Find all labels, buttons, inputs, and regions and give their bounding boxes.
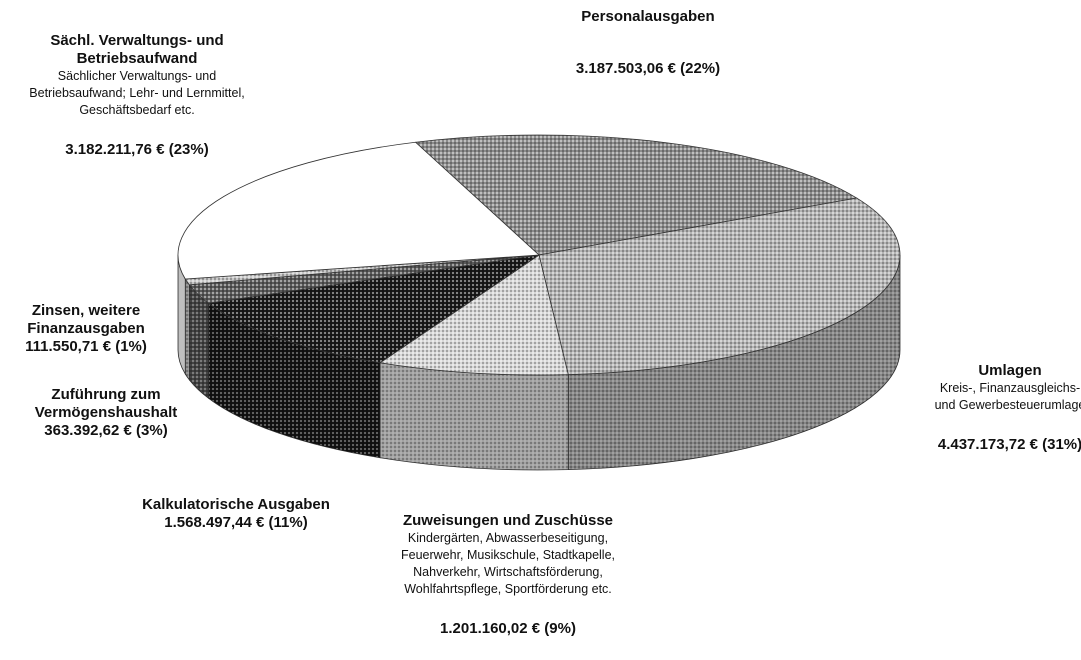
slice-description: Kindergärten, Abwasserbeseitigung, Feuer…	[401, 531, 615, 596]
slice-label: Sächl. Verwaltungs- und Betriebsaufwand S…	[17, 32, 257, 159]
slice-name: Personalausgaben	[581, 8, 715, 25]
slice-label: Zuweisungen und Zuschüsse Kindergärten, A…	[383, 512, 633, 638]
slice-label: Personalausgaben 3.187.503,06 € (22%)	[498, 8, 798, 78]
slice-value-label: 1.568.497,44 € (11%)	[164, 514, 308, 531]
slice-name: Sächl. Verwaltungs- und Betriebsaufwand	[50, 32, 224, 67]
slice-label: Zuführung zum Vermögenshaushalt 363.392,6…	[21, 386, 191, 440]
pie-slice	[207, 254, 540, 364]
slice-value-label: 363.392,62 € (3%)	[44, 422, 168, 439]
slice-value-label: 111.550,71 € (1%)	[25, 338, 147, 355]
slice-label: Kalkulatorische Ausgaben 1.568.497,44 € (…	[106, 496, 366, 532]
pie-side-shade	[185, 278, 190, 380]
slice-name: Kalkulatorische Ausgaben	[142, 496, 330, 513]
slice-value-label: 3.187.503,06 € (22%)	[575, 60, 721, 77]
slice-name: Umlagen	[978, 362, 1042, 379]
pie-side-shade	[380, 362, 569, 470]
slice-name: Zinsen, weitere Finanzausgaben	[27, 302, 145, 337]
pie-side-shade	[178, 255, 186, 374]
slice-value-label: 1.201.160,02 € (9%)	[440, 620, 576, 637]
pie-slice	[379, 254, 569, 376]
slice-value-label: 4.437.173,72 € (31%)	[937, 436, 1081, 453]
slice-label: Zinsen, weitere Finanzausgaben 111.550,71…	[1, 302, 171, 356]
slice-name: Zuweisungen und Zuschüsse	[402, 512, 614, 529]
slice-label: Umlagen Kreis-, Finanzausgleichs- und Gew…	[930, 362, 1081, 454]
slice-name: Zuführung zum Vermögenshaushalt	[34, 386, 178, 421]
pie-side-shade	[208, 303, 381, 458]
pie-slice	[414, 134, 858, 256]
pie-slice	[538, 197, 901, 376]
pie-side-shade	[189, 284, 209, 399]
pie-side-shade	[568, 255, 900, 470]
pie-slice	[177, 141, 540, 280]
slice-description: Sächlicher Verwaltungs- und Betriebsaufw…	[29, 69, 245, 117]
slice-description: Kreis-, Finanzausgleichs- und Gewerbeste…	[934, 381, 1081, 412]
slice-value-label: 3.182.211,76 € (23%)	[65, 141, 209, 158]
